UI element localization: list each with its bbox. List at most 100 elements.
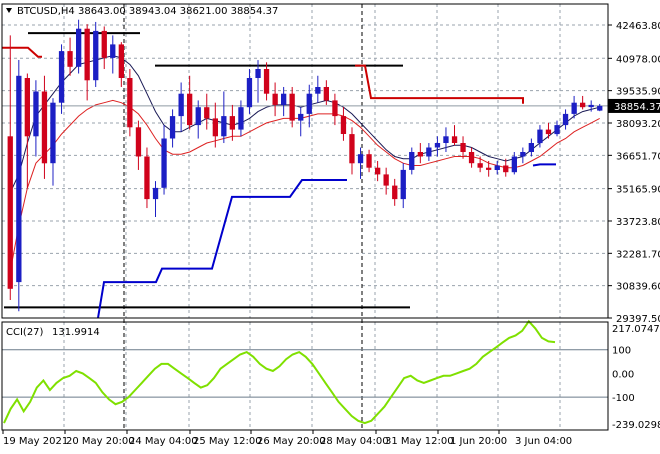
candle-body (357, 154, 364, 164)
candle-body (229, 116, 235, 130)
candle-body (58, 51, 65, 103)
candle-body (323, 87, 329, 101)
candle-body (195, 107, 201, 126)
candle-body (545, 129, 552, 135)
price-tick-label: 30839.60 (616, 282, 660, 293)
candle-body (212, 118, 218, 137)
candle-body (33, 91, 39, 137)
candle-body (477, 163, 483, 168)
stop-line-red-left (2, 46, 42, 58)
current-price-tag (608, 98, 660, 113)
candle-body (187, 93, 193, 126)
time-tick-label: 25 May 12:00 (193, 436, 262, 447)
candle-body (255, 69, 261, 78)
time-tick-label: 3 Jun 04:00 (515, 436, 572, 447)
candle-body (511, 156, 517, 173)
cci-header: CCI(27) 131.9914 (6, 327, 100, 338)
candle-body (580, 102, 586, 108)
candle-body (306, 93, 312, 114)
price-tick-label: 33723.80 (616, 217, 660, 228)
candle-body (281, 93, 287, 105)
grid (1, 4, 608, 430)
stop-line-red-right (355, 64, 524, 104)
candle-body (588, 104, 594, 108)
cci-tick-label: -100 (612, 393, 635, 404)
candle-body (263, 69, 270, 94)
candle-body (16, 75, 22, 283)
candle-body (451, 136, 458, 143)
candle-body (289, 93, 295, 121)
price-tick-label: 29397.50 (616, 314, 660, 325)
candle-body (349, 134, 355, 164)
cci-tick-label: 0.00 (612, 369, 634, 380)
candle-body (375, 167, 381, 175)
cci-panel-frame (1, 321, 609, 431)
candle-body (298, 113, 304, 121)
candle-body (366, 154, 372, 168)
candle-body (246, 78, 253, 108)
candle-body (494, 165, 500, 170)
candle-body (24, 78, 30, 137)
candle-body (571, 102, 577, 114)
main-panel-frame (1, 3, 609, 319)
cci-tick-label: 217.0747 (612, 324, 660, 335)
candle-body (537, 129, 543, 144)
candle-body (118, 44, 124, 78)
candle-body (221, 116, 227, 137)
candle-body (135, 127, 142, 157)
price-tick-label: 39535.90 (616, 87, 660, 98)
time-tick-label: 26 May 20:00 (257, 436, 326, 447)
candle-body (486, 167, 492, 170)
labels: 42463.80 40978.00 39535.90 38093.20 36651.70… (3, 21, 660, 447)
candle-body (161, 138, 167, 188)
candle-body (562, 113, 569, 126)
candle-body (503, 165, 509, 173)
candle-body (110, 44, 116, 58)
candle-body (127, 78, 133, 128)
candle-body (93, 30, 99, 81)
candle-body (67, 51, 73, 67)
candle-body (178, 93, 184, 117)
candle-body (7, 136, 13, 289)
candle-body (383, 174, 389, 186)
candle-body (50, 102, 56, 164)
time-tick-label: 20 May 20:00 (66, 436, 135, 447)
current-price-label: 38854.37 (614, 102, 660, 113)
time-tick-label: 31 May 12:00 (385, 436, 454, 447)
symbol-label: BTCUSD,H4 (17, 6, 75, 17)
candle-body (443, 136, 449, 143)
chart-header: BTCUSD,H4 38643.00 38943.04 38621.00 388… (6, 6, 278, 17)
candle-body (520, 152, 526, 157)
candle-body (468, 152, 475, 164)
candle-body (144, 156, 150, 200)
candle-body (460, 143, 466, 152)
dropdown-triangle-icon[interactable] (6, 8, 12, 13)
price-tick-label: 35165.90 (616, 185, 660, 196)
moving-average-red (9, 99, 600, 271)
cci-label: CCI(27) (6, 327, 44, 338)
candle-body (332, 100, 338, 117)
candle-body (409, 152, 415, 170)
cci-tick-label: 100 (612, 346, 631, 357)
candle-body (434, 143, 441, 148)
candle-body (169, 116, 176, 139)
candle-body (417, 152, 423, 157)
candle-body (400, 169, 406, 200)
price-tick-label: 42463.80 (616, 21, 660, 32)
candle-body (41, 91, 48, 164)
candle-body (76, 28, 82, 67)
time-tick-label: 1 Jun 20:00 (450, 436, 507, 447)
candle-body (101, 30, 107, 58)
price-tick-label: 38093.20 (616, 119, 660, 130)
price-tick-label: 32281.70 (616, 249, 660, 260)
candle-body (392, 185, 398, 200)
candle-body (272, 93, 278, 105)
ohlc-readout: 38643.00 38943.04 38621.00 38854.37 (78, 6, 278, 17)
candle-body (554, 125, 560, 135)
stop-line-blue (97, 179, 347, 319)
cci-value: 131.9914 (52, 327, 100, 338)
time-tick-label: 19 May 2021 (3, 436, 68, 447)
